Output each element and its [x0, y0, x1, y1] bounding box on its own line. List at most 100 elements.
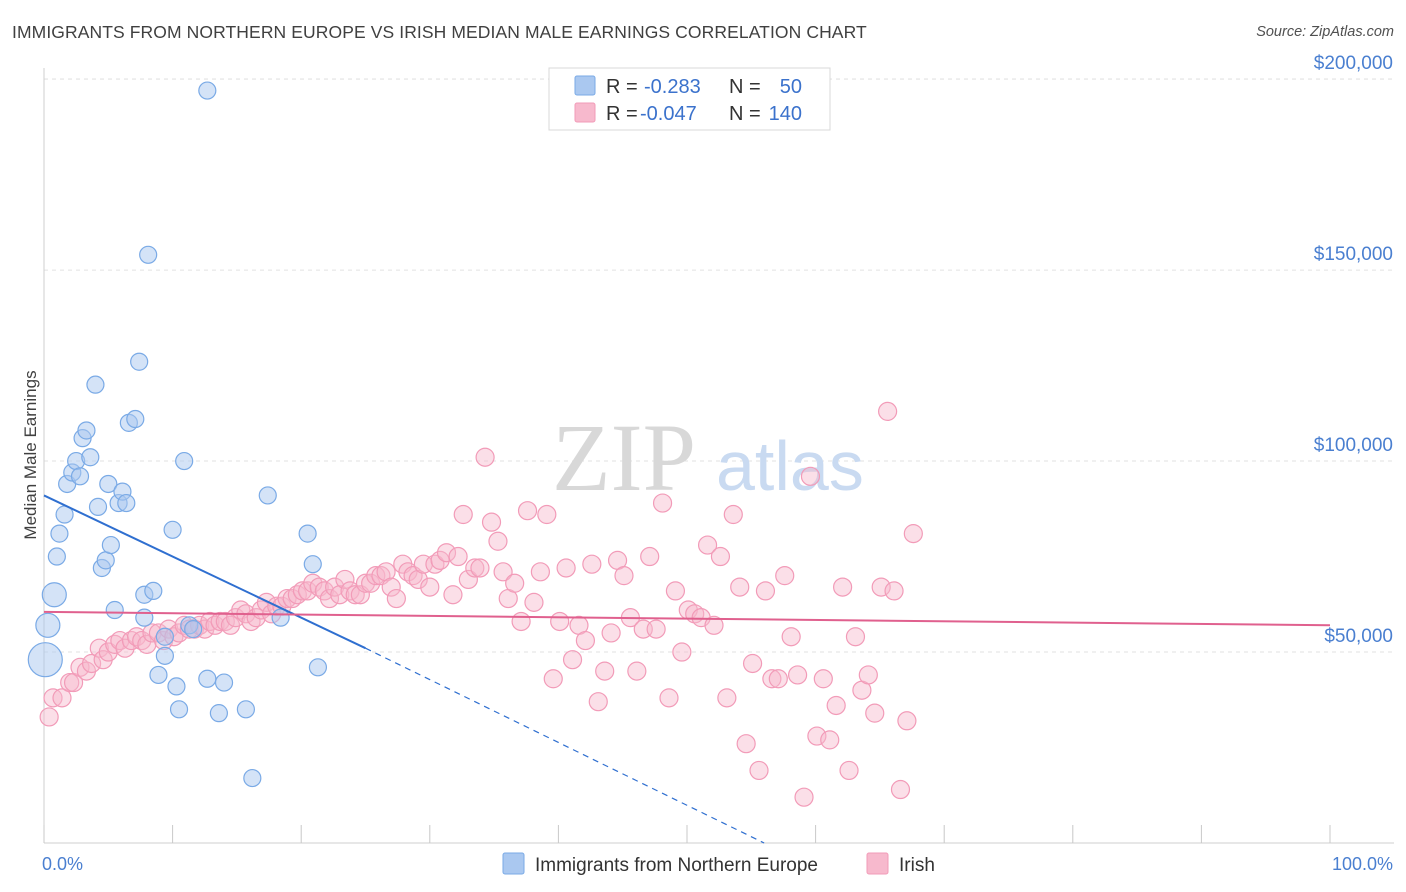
- legend-r-value-1: -0.283: [644, 76, 701, 98]
- irish-point-147: [897, 711, 917, 731]
- irish-point-76: [448, 546, 468, 567]
- northern-europe-point-0: [27, 642, 63, 678]
- chart-source: Source: ZipAtlas.com: [1256, 24, 1394, 40]
- irish-point-118: [710, 546, 731, 567]
- irish-point-31: [210, 611, 230, 632]
- irish-point-98: [582, 554, 602, 574]
- irish-point-132: [800, 466, 821, 486]
- irish-point-135: [820, 730, 840, 750]
- irish-point-111: [665, 581, 686, 601]
- bottom-legend-label-northern-europe: Immigrants from Northern Europe: [535, 855, 818, 876]
- irish-point-44: [277, 588, 297, 609]
- x-tick-label-1: 100.0%: [1332, 854, 1393, 874]
- irish-point-59: [355, 573, 376, 593]
- irish-point-124: [749, 760, 769, 781]
- northern-europe-point-44: [243, 768, 262, 788]
- legend-r-label-2: R =: [606, 103, 638, 125]
- irish-point-30: [205, 615, 225, 635]
- irish-point-127: [768, 669, 788, 689]
- northern-europe-point-1: [35, 612, 61, 638]
- irish-point-71: [420, 577, 440, 597]
- x-tick-label-0: 0.0%: [42, 854, 83, 874]
- northern-europe-point-48: [303, 555, 322, 574]
- irish-point-112: [672, 642, 692, 662]
- irish-point-83: [488, 531, 508, 551]
- irish-point-119: [717, 688, 737, 708]
- irish-point-128: [775, 566, 795, 586]
- northern-europe-point-29: [144, 581, 163, 601]
- irish-point-109: [652, 493, 673, 513]
- irish-point-82: [481, 512, 502, 532]
- irish-point-55: [335, 569, 355, 590]
- irish-point-122: [736, 734, 756, 754]
- bottom-legend-swatch-northern-europe: [502, 852, 525, 875]
- irish-point-137: [833, 577, 853, 597]
- chart-title: IMMIGRANTS FROM NORTHERN EUROPE VS IRISH…: [12, 22, 867, 42]
- northern-europe-point-24: [126, 409, 145, 429]
- watermark: ZIP atlas: [552, 404, 864, 511]
- northern-europe-point-3: [47, 547, 66, 566]
- irish-point-141: [858, 665, 878, 685]
- trend-line-irish: [43, 610, 1331, 627]
- irish-point-74: [436, 543, 457, 563]
- northern-europe-point-19: [105, 600, 124, 620]
- northern-europe-point-27: [135, 608, 154, 627]
- irish-point-46: [287, 585, 307, 605]
- northern-europe-point-16: [96, 551, 115, 570]
- irish-point-105: [627, 661, 647, 681]
- irish-point-133: [807, 726, 827, 746]
- northern-europe-point-17: [99, 474, 118, 494]
- irish-point-0: [39, 707, 59, 727]
- northern-europe-point-14: [88, 497, 108, 516]
- irish-point-45: [282, 588, 302, 609]
- trend-lines: [43, 494, 1331, 844]
- irish-point-73: [430, 550, 450, 570]
- irish-point-93: [550, 611, 570, 632]
- bottom-legend-swatch-irish: [866, 852, 889, 875]
- legend-n-value-2: 140: [769, 103, 802, 125]
- irish-point-136: [826, 695, 846, 716]
- irish-point-129: [781, 627, 801, 647]
- northern-europe-point-35: [169, 700, 189, 719]
- irish-point-145: [884, 581, 904, 601]
- irish-point-77: [453, 504, 473, 525]
- irish-point-52: [319, 588, 340, 609]
- northern-europe-point-2: [41, 582, 67, 608]
- axes: [43, 68, 1394, 844]
- legend-r-label-1: R =: [606, 76, 638, 98]
- top-legend-box: [548, 67, 831, 131]
- irish-point-123: [742, 653, 763, 674]
- irish-point-67: [398, 562, 418, 582]
- irish-point-99: [588, 692, 608, 712]
- irish-point-100: [595, 661, 615, 681]
- irish-point-63: [376, 562, 396, 582]
- top-legend: R = -0.283 N = 50 R = -0.047 N = 140: [548, 67, 831, 131]
- irish-point-54: [330, 585, 350, 605]
- watermark-zip: ZIP: [552, 404, 696, 511]
- x-tick-labels: 0.0% 100.0%: [42, 854, 1393, 874]
- irish-point-15: [126, 627, 147, 647]
- legend-n-label-1: N =: [729, 76, 761, 98]
- irish-point-125: [755, 581, 776, 601]
- irish-point-146: [890, 779, 911, 800]
- legend-n-label-2: N =: [729, 103, 761, 125]
- irish-point-13: [115, 638, 135, 658]
- irish-point-139: [845, 627, 866, 647]
- irish-point-69: [408, 569, 428, 590]
- northern-europe-point-40: [198, 669, 217, 688]
- northern-europe-point-22: [117, 493, 136, 513]
- irish-point-95: [562, 650, 583, 670]
- northern-europe-point-13: [86, 375, 105, 394]
- irish-point-138: [839, 760, 859, 781]
- irish-point-56: [340, 581, 360, 601]
- y-tick-labels: $50,000 $100,000 $150,000 $200,000: [1314, 53, 1393, 647]
- irish-point-90: [530, 562, 550, 582]
- northern-europe-point-42: [214, 673, 234, 692]
- irish-point-81: [475, 447, 495, 467]
- irish-point-78: [458, 569, 478, 590]
- bottom-legend: Immigrants from Northern Europe Irish: [502, 852, 935, 876]
- northern-europe-point-45: [258, 486, 277, 505]
- northern-europe-point-49: [308, 658, 328, 677]
- irish-point-72: [425, 554, 445, 574]
